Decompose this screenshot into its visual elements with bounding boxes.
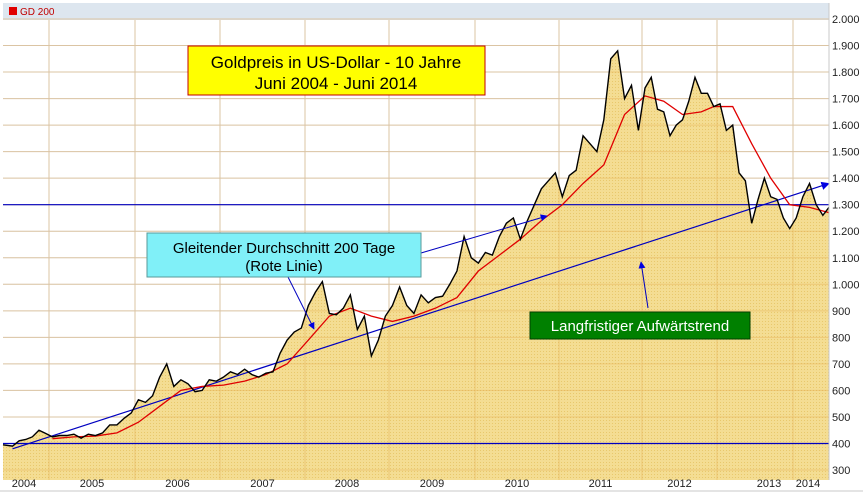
- callout-trend-label: Langfristiger Aufwärtstrend: [551, 318, 729, 335]
- y-tick-label: 1.800: [832, 67, 860, 79]
- y-tick-label: 1.600: [832, 120, 860, 132]
- x-tick-label: 2011: [589, 478, 613, 490]
- callout-ma-line1: Gleitender Durchschnitt 200 Tage: [173, 240, 395, 257]
- legend-swatch: [9, 7, 17, 15]
- y-tick-label: 300: [832, 465, 850, 477]
- y-tick-label: 600: [832, 385, 850, 397]
- callout-ma-line2: (Rote Linie): [245, 258, 323, 275]
- y-tick-label: 1.700: [832, 94, 860, 106]
- y-tick-label: 700: [832, 359, 850, 371]
- title-box: Goldpreis in US-Dollar - 10 Jahre Juni 2…: [187, 45, 486, 96]
- chart-header-band: [3, 3, 829, 20]
- x-tick-label: 2005: [80, 478, 104, 490]
- x-tick-label: 2008: [335, 478, 359, 490]
- y-tick-label: 400: [832, 438, 850, 450]
- chart-title: Goldpreis in US-Dollar - 10 Jahre: [211, 53, 461, 72]
- y-tick-label: 900: [832, 306, 850, 318]
- x-axis-ticks: 2004 2005 2006 2007 2008 2009 2010 2011 2012 2013…: [12, 478, 820, 490]
- y-tick-label: 1.100: [832, 253, 860, 265]
- y-tick-label: 2.000: [832, 14, 860, 26]
- x-tick-label: 2014: [796, 478, 820, 490]
- x-tick-label: 2004: [12, 478, 36, 490]
- callout-arrow-trend: [420, 214, 548, 254]
- y-tick-label: 1.500: [832, 147, 860, 159]
- y-tick-label: 1.300: [832, 200, 860, 212]
- long-term-trendline: [12, 181, 830, 450]
- y-tick-label: 1.400: [832, 173, 860, 185]
- price-area-fill: [3, 50, 829, 480]
- chart-subtitle: Juni 2004 - Juni 2014: [255, 74, 418, 93]
- x-tick-label: 2012: [667, 478, 691, 490]
- y-axis-ticks: 2.000 1.900 1.800 1.700 1.600 1.500 1.400 1.300…: [832, 14, 860, 477]
- x-tick-label: 2006: [165, 478, 189, 490]
- y-tick-label: 800: [832, 332, 850, 344]
- y-tick-label: 1.000: [832, 279, 860, 291]
- moving-average-callout: Gleitender Durchschnitt 200 Tage (Rote L…: [146, 214, 548, 330]
- y-tick-label: 500: [832, 412, 850, 424]
- price-line: [2, 49, 830, 447]
- callout-arrow-longterm: [638, 261, 649, 309]
- y-tick-label: 1.900: [832, 41, 860, 53]
- x-tick-label: 2007: [250, 478, 274, 490]
- moving-average-200-line: [52, 95, 830, 440]
- trend-callout: Langfristiger Aufwärtstrend: [529, 261, 751, 340]
- y-tick-label: 1.200: [832, 226, 860, 238]
- legend-label: GD 200: [20, 7, 55, 18]
- x-tick-label: 2010: [505, 478, 529, 490]
- x-tick-label: 2009: [420, 478, 444, 490]
- x-tick-label: 2013: [757, 478, 781, 490]
- reference-lines: [3, 181, 830, 450]
